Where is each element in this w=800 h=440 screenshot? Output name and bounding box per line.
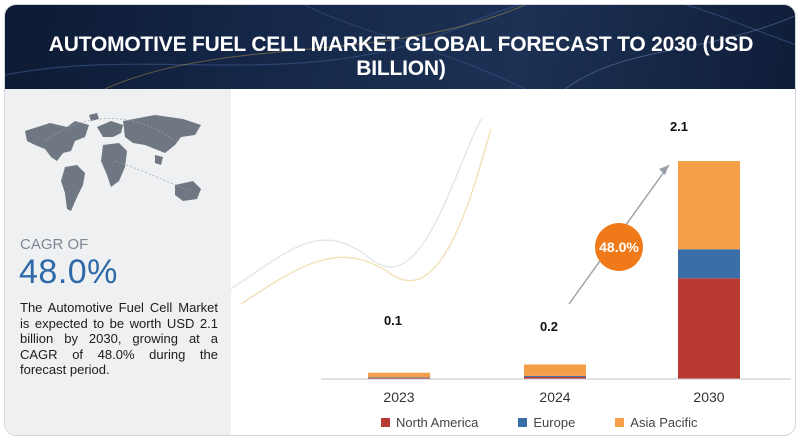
stacked-bar-chart: 2023 0.1 2024 0.2 2030 2.1 48.0% <box>231 118 791 405</box>
legend-label-europe: Europe <box>533 414 576 430</box>
cagr-label: CAGR OF <box>20 236 89 253</box>
bar-2024-europe <box>524 375 586 377</box>
legend-swatch-north-america <box>381 417 390 427</box>
legend-label-north-america: North America <box>396 414 479 430</box>
total-label-2023: 0.1 <box>384 313 402 328</box>
chart-legend: North America Europe Asia Pacific <box>381 414 738 430</box>
market-description: The Automotive Fuel Cell Market is expec… <box>20 300 218 377</box>
decor-swoosh-gold <box>240 128 492 305</box>
cagr-badge-text: 48.0% <box>599 239 639 255</box>
bar-2030-asia-pacific <box>678 161 740 250</box>
cagr-value: 48.0% <box>19 253 118 291</box>
banner-light-streaks <box>5 5 795 89</box>
x-tick-label-2023: 2023 <box>383 389 414 405</box>
legend-item-north-america: North America <box>381 415 478 430</box>
world-map-icon <box>25 113 201 211</box>
growth-trend-arrowhead <box>659 165 669 175</box>
legend-label-asia-pacific: Asia Pacific <box>630 414 698 430</box>
cagr-badge <box>595 223 643 271</box>
legend-item-europe: Europe <box>518 415 575 430</box>
decor-swoosh-grey <box>231 118 482 290</box>
title-banner: AUTOMOTIVE FUEL CELL MARKET GLOBAL FOREC… <box>5 5 795 89</box>
bar-2023-asia-pacific <box>368 372 430 378</box>
legend-swatch-europe <box>518 417 528 427</box>
bar-2024-north-america <box>524 376 586 379</box>
bar-2030-north-america <box>678 278 740 379</box>
bar-2023-europe <box>368 377 430 378</box>
legend-item-asia-pacific: Asia Pacific <box>615 414 698 430</box>
bar-2023-north-america <box>368 377 430 379</box>
chart-area: 2023 0.1 2024 0.2 2030 2.1 48.0% North Americ… <box>231 89 795 435</box>
legend-swatch-asia-pacific <box>615 417 625 427</box>
x-tick-label-2024: 2024 <box>539 389 570 405</box>
infographic-card: AUTOMOTIVE FUEL CELL MARKET GLOBAL FOREC… <box>4 4 796 436</box>
bar-2030-europe <box>678 249 740 279</box>
total-label-2024: 0.2 <box>540 319 558 334</box>
bar-2024-asia-pacific <box>524 364 586 376</box>
summary-panel: CAGR OF 48.0% The Automotive Fuel Cell M… <box>5 89 231 435</box>
page-title: AUTOMOTIVE FUEL CELL MARKET GLOBAL FOREC… <box>48 33 754 80</box>
total-label-2030: 2.1 <box>670 119 688 134</box>
x-tick-label-2030: 2030 <box>693 389 724 405</box>
